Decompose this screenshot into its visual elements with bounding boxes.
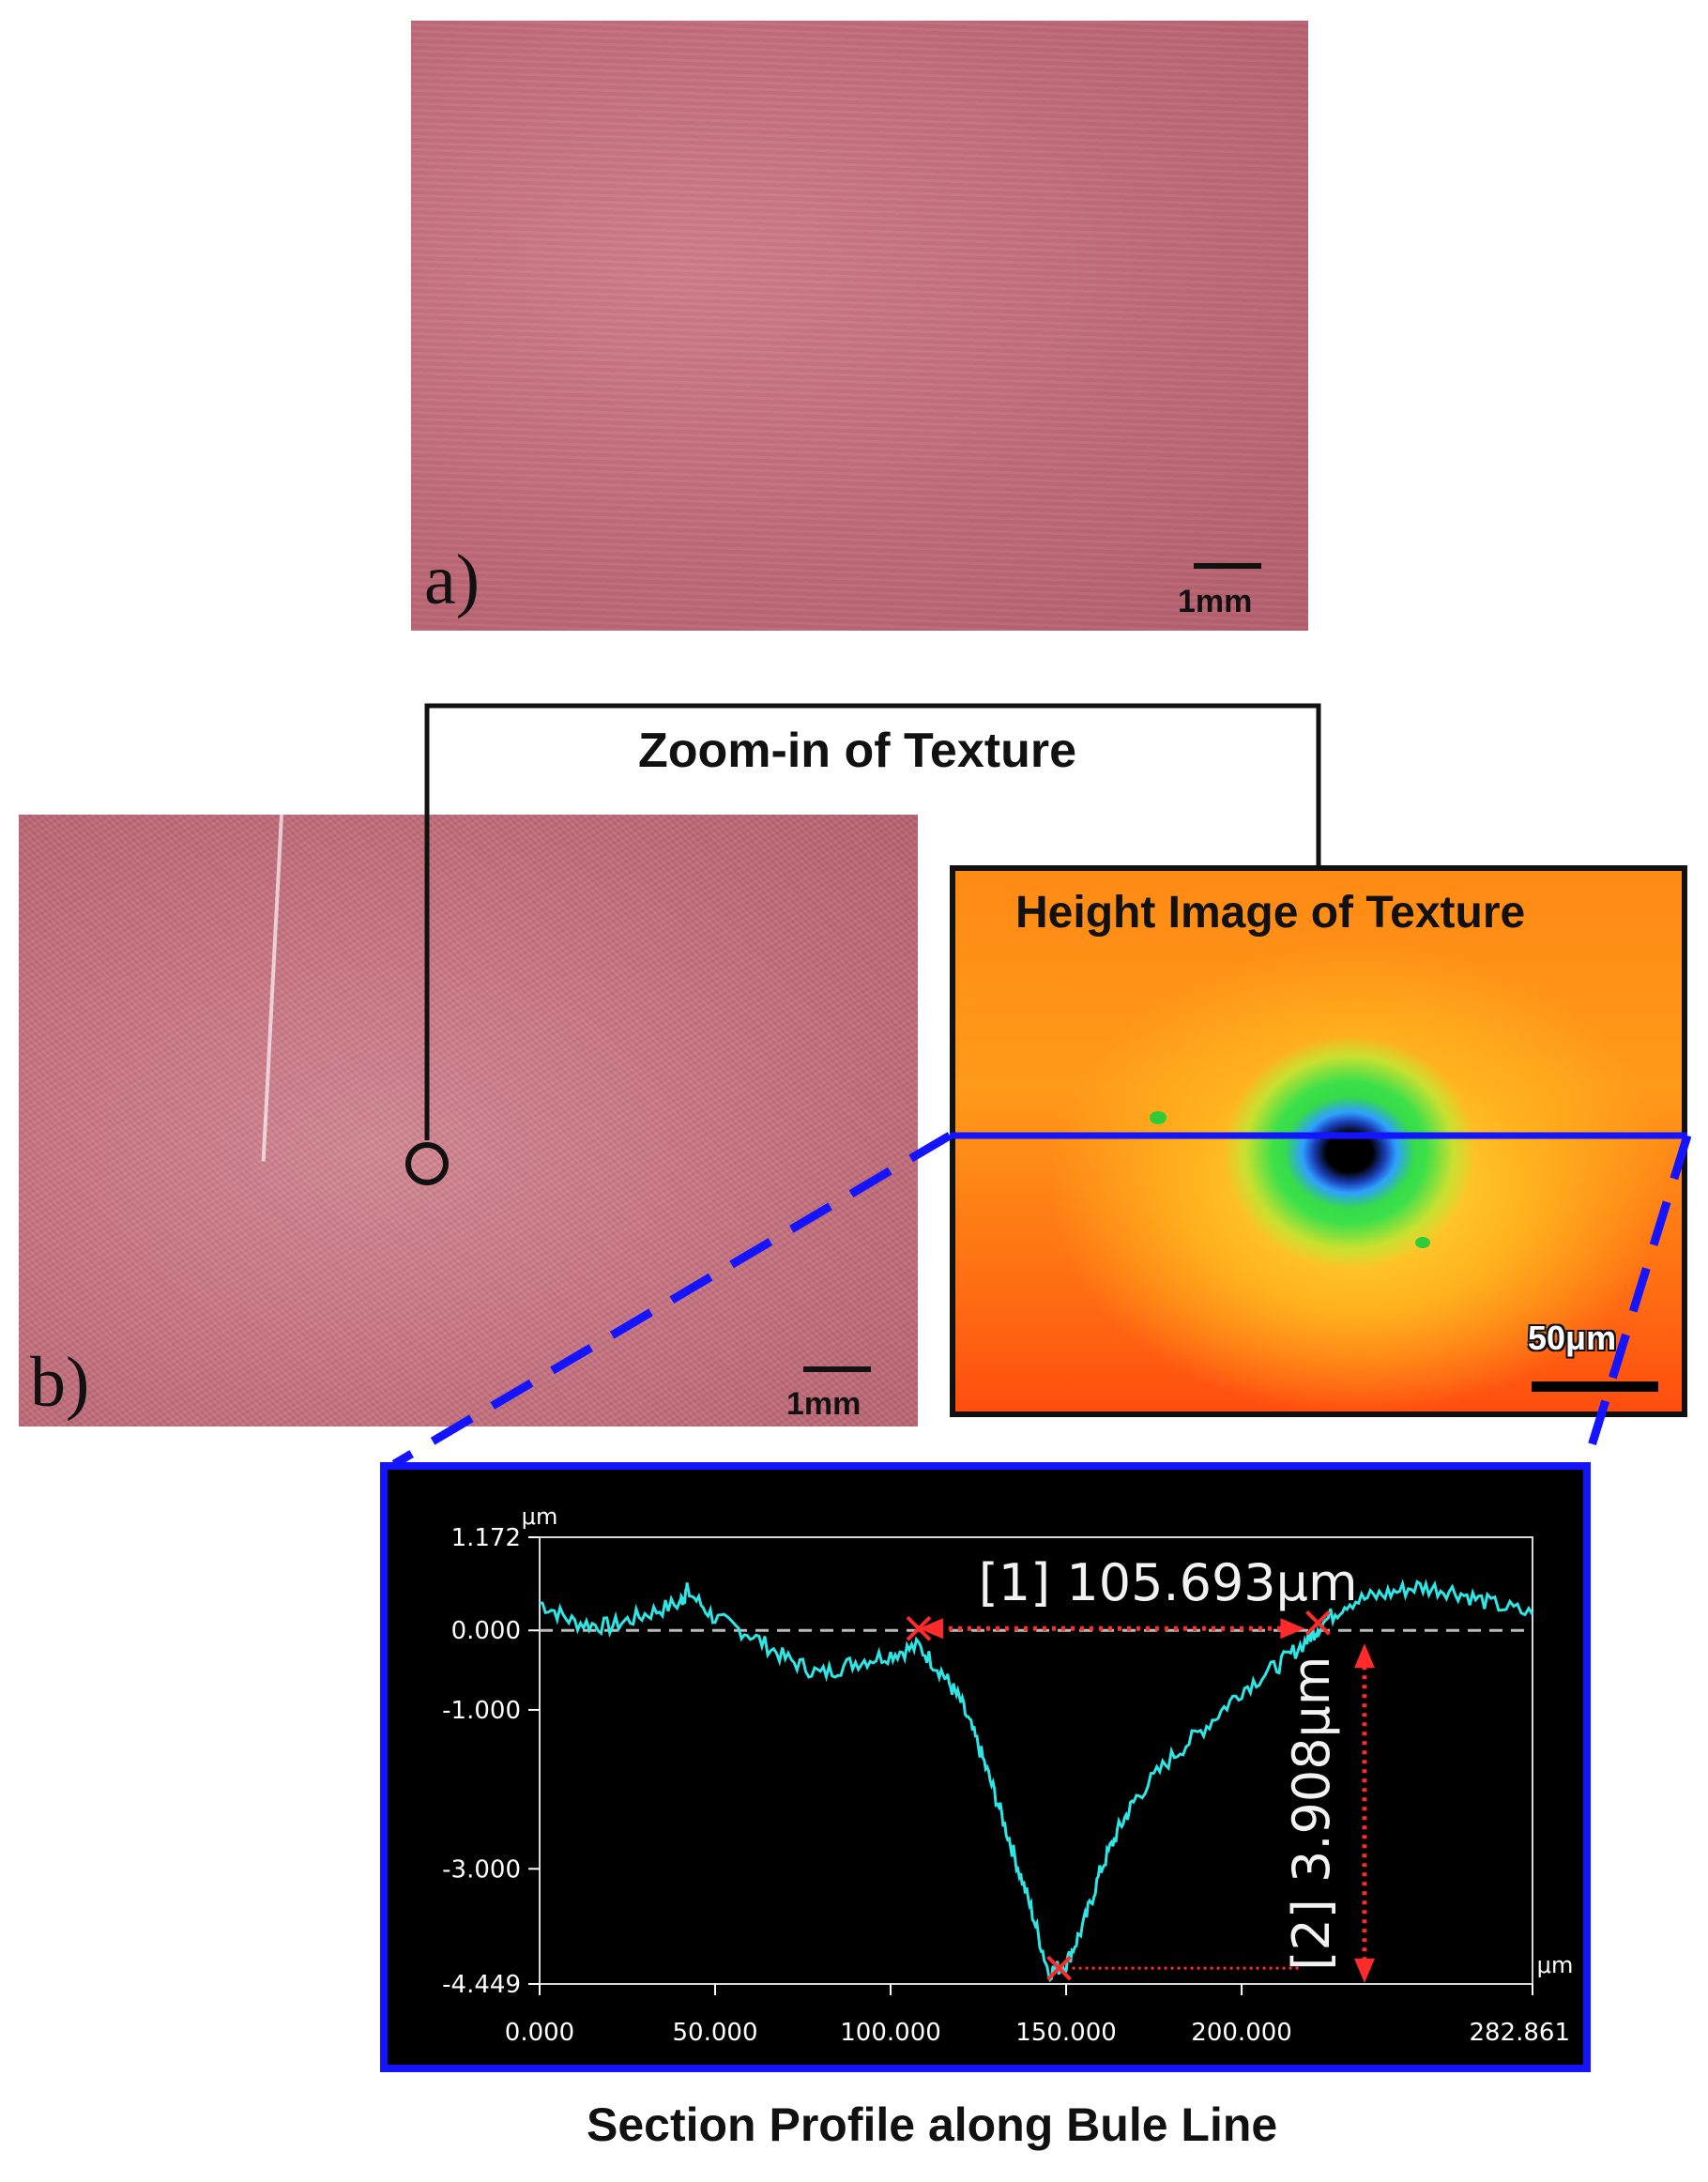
height-image xyxy=(950,865,1687,1417)
depth-arrow-bottom xyxy=(1353,1958,1375,1983)
y-tick-label: -1.000 xyxy=(442,1697,521,1725)
dashed-connector-right xyxy=(1581,1134,1692,1466)
x-tick-label: 282.861 xyxy=(1469,2019,1570,2047)
panel-a-label: a) xyxy=(424,541,480,619)
profile-plot: 1.172 0.000 -1.000 -3.000 -4.449 0.000 50.000 1… xyxy=(442,1503,1574,2047)
green-speck xyxy=(1415,1237,1430,1248)
profile-series-line xyxy=(539,1579,1534,1983)
y-tick-label: -4.449 xyxy=(442,1971,521,1999)
scale-bar-a xyxy=(1194,563,1261,569)
x-tick-label: 100.000 xyxy=(840,2019,941,2047)
y-axis-unit: μm xyxy=(522,1503,558,1530)
depth-arrow-top xyxy=(1353,1643,1375,1669)
width-marker-x xyxy=(1304,1610,1331,1636)
y-tick-label: 0.000 xyxy=(451,1617,521,1645)
depth-annotation-label: [2] 3.908μm xyxy=(1282,1656,1341,1970)
x-tick-label: 0.000 xyxy=(505,2019,574,2047)
scale-bar-b-label: 1mm xyxy=(786,1386,862,1422)
profile-plot-frame: 1.172 0.000 -1.000 -3.000 -4.449 0.000 50.000 1… xyxy=(380,1462,1591,2072)
scale-bar-b xyxy=(803,1366,871,1372)
width-annotation-label: [1] 105.693μm xyxy=(979,1553,1358,1612)
depth-marker-x xyxy=(1046,1955,1072,1981)
x-axis-unit: μm xyxy=(1537,1952,1574,1978)
panel-b-label: b) xyxy=(30,1343,90,1422)
micrograph-b xyxy=(19,815,918,1427)
green-speck xyxy=(1150,1111,1167,1124)
width-marker-x xyxy=(906,1615,932,1641)
y-tick-label: 1.172 xyxy=(451,1524,521,1552)
micrograph-a xyxy=(411,21,1308,631)
x-tick-label: 150.000 xyxy=(1015,2019,1117,2047)
width-arrow-left xyxy=(918,1618,943,1640)
scale-bar-a-label: 1mm xyxy=(1178,584,1253,619)
profile-caption: Section Profile along Bule Line xyxy=(587,2098,1278,2151)
x-tick-label: 200.000 xyxy=(1191,2019,1292,2047)
plot-area xyxy=(539,1536,1533,1985)
height-scale-label: 50μm xyxy=(1528,1319,1617,1357)
height-image-title: Height Image of Texture xyxy=(1015,888,1526,938)
height-scale-bar xyxy=(1532,1381,1658,1392)
y-tick-label: -3.000 xyxy=(442,1855,521,1884)
zoom-title: Zoom-in of Texture xyxy=(638,724,1077,778)
dashed-connector-left xyxy=(391,1132,953,1468)
x-tick-label: 50.000 xyxy=(673,2019,758,2047)
width-arrow-right xyxy=(1280,1618,1305,1640)
